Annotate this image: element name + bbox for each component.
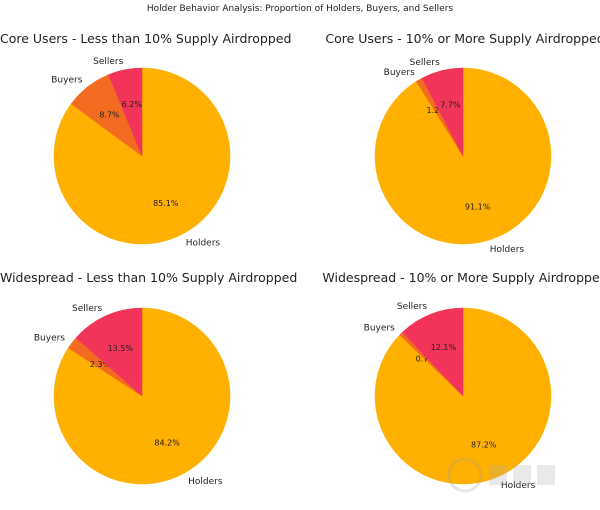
- pie-value-label: 2.3%: [90, 360, 111, 369]
- watermark-logo-icon: [447, 457, 555, 493]
- pie-chart-core-ge10: 91.1% Holders 1.2% Buyers 7.7% Sellers: [374, 58, 552, 255]
- pie-chart-widespread-lt10: 84.2% Holders 2.3% Buyers 13.5% Sellers: [34, 304, 231, 487]
- pie-category-label: Holders: [490, 245, 525, 255]
- pie-value-label: 85.1%: [153, 199, 179, 208]
- pie-value-label: 84.2%: [154, 438, 180, 447]
- pie-category-label: Buyers: [34, 333, 65, 343]
- pie-panel-core-ge10: Core Users - 10% or More Supply Airdropp…: [320, 28, 600, 268]
- pie-category-label: Holders: [501, 481, 536, 491]
- pie-category-label: Sellers: [93, 57, 123, 67]
- pie-slice-sellers: [75, 307, 143, 397]
- pie-value-label: 87.2%: [471, 441, 497, 450]
- pie-slice-sellers: [421, 67, 464, 157]
- pie-category-label: Holders: [186, 238, 221, 248]
- pie-value-label: 0.7%: [416, 355, 437, 364]
- pie-value-label: 13.5%: [108, 344, 134, 353]
- pie-category-label: Buyers: [51, 76, 82, 86]
- pie-panel-widespread-ge10: Widespread - 10% or More Supply Airdropp…: [320, 267, 600, 507]
- pie-title: Core Users - 10% or More Supply Airdropp…: [325, 31, 600, 46]
- pie-chart-widespread-ge10: 87.2% Holders 0.7% Buyers 12.1% Sellers: [364, 302, 552, 491]
- chart-suptitle: Holder Behavior Analysis: Proportion of …: [146, 4, 454, 14]
- pie-title: Widespread - 10% or More Supply Airdropp…: [322, 270, 600, 285]
- pie-value-label: 7.7%: [440, 101, 461, 110]
- pie-category-label: Holders: [188, 477, 223, 487]
- pie-panel-widespread-lt10: Widespread - Less than 10% Supply Airdro…: [0, 267, 298, 507]
- pie-title: Core Users - Less than 10% Supply Airdro…: [0, 31, 292, 46]
- pie-category-label: Sellers: [72, 304, 102, 314]
- pie-value-label: 6.2%: [122, 100, 143, 109]
- pie-category-label: Buyers: [364, 323, 395, 333]
- pie-category-label: Buyers: [384, 68, 415, 78]
- pie-title: Widespread - Less than 10% Supply Airdro…: [0, 270, 298, 285]
- pie-category-label: Sellers: [410, 58, 440, 68]
- pie-chart-core-lt10: 85.1% Holders 8.7% Buyers 6.2% Sellers: [51, 57, 231, 248]
- pie-value-label: 1.2%: [427, 106, 448, 115]
- pie-value-label: 91.1%: [465, 203, 491, 212]
- pie-value-label: 8.7%: [99, 110, 120, 119]
- pie-value-label: 12.1%: [431, 343, 457, 352]
- pie-panel-core-lt10: Core Users - Less than 10% Supply Airdro…: [0, 28, 292, 268]
- pie-slice-sellers: [402, 307, 464, 397]
- pie-slice-sellers: [108, 67, 143, 157]
- pie-category-label: Sellers: [397, 302, 427, 312]
